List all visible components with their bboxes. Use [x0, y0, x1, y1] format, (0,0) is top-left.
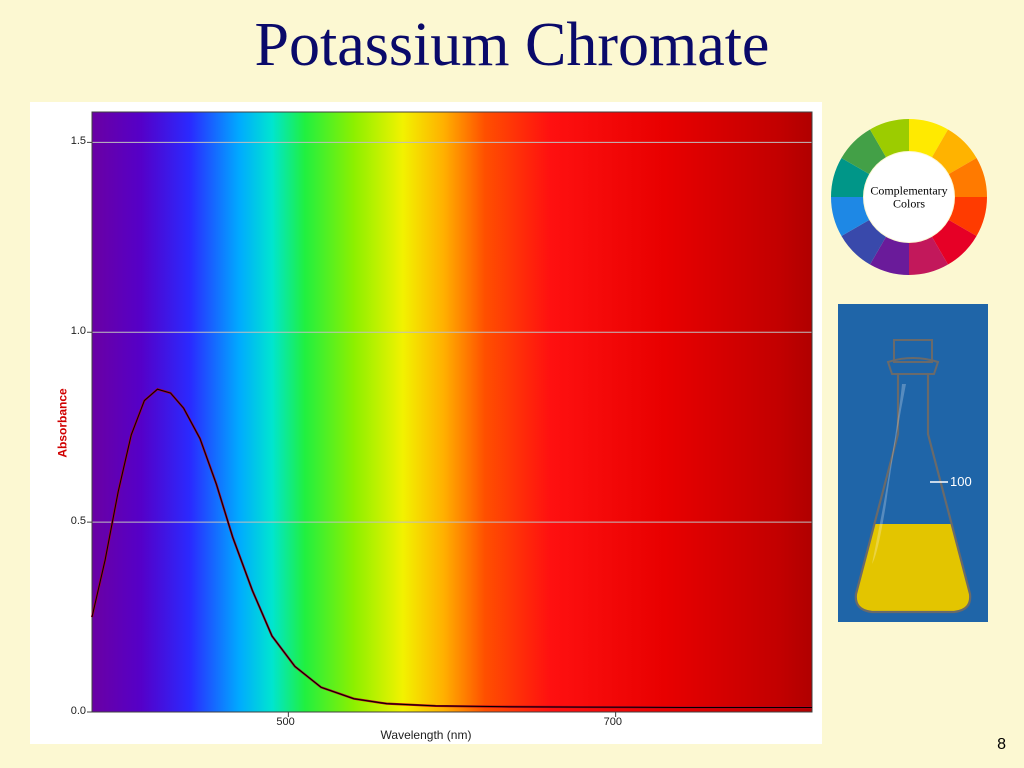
- flask-graduation-label: 100: [950, 474, 972, 489]
- y-tick-label: 0.5: [71, 515, 86, 527]
- x-tick-label: 700: [604, 716, 622, 728]
- absorbance-chart: 0.0 0.5 1.0 1.5 500 700 Absorbance Wavelengt…: [30, 102, 822, 744]
- x-axis-label: Wavelength (nm): [381, 728, 472, 742]
- y-tick-label: 1.0: [71, 325, 86, 337]
- flask-svg: 100: [838, 304, 988, 622]
- flask-liquid: [856, 524, 970, 612]
- color-wheel-label: Complementary Colors: [870, 184, 947, 209]
- color-wheel-label-line2: Colors: [893, 196, 925, 210]
- y-axis-label: Absorbance: [56, 388, 70, 457]
- page-number: 8: [997, 736, 1006, 754]
- flask-photo: 100: [838, 304, 988, 622]
- slide-title: Potassium Chromate: [0, 10, 1024, 81]
- color-wheel: Complementary Colors: [830, 118, 988, 276]
- x-tick-label: 500: [276, 716, 294, 728]
- y-tick-label: 1.5: [71, 135, 86, 147]
- y-tick-label: 0.0: [71, 705, 86, 717]
- chart-svg: [30, 102, 822, 744]
- spectrum-background: [92, 112, 812, 712]
